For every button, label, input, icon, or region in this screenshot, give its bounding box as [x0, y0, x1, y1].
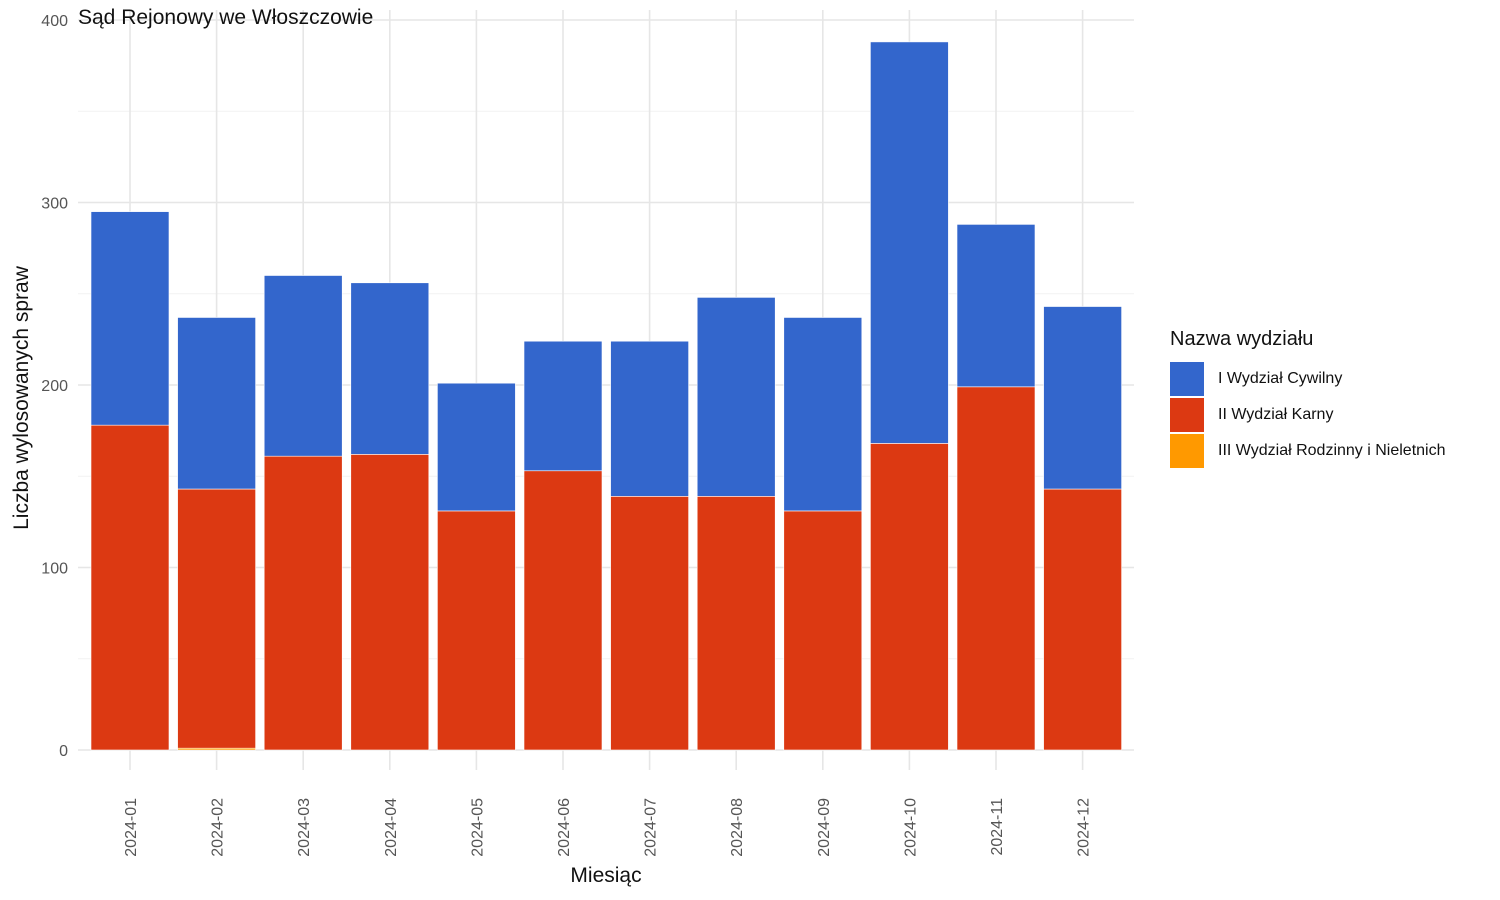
- legend: Nazwa wydziału I Wydział Cywilny II Wydz…: [1170, 328, 1446, 469]
- x-tick-label: 2024-09: [816, 798, 833, 857]
- legend-label: I Wydział Cywilny: [1218, 370, 1343, 387]
- legend-swatch: [1170, 434, 1204, 468]
- y-tick-label: 400: [41, 13, 68, 30]
- legend-swatch: [1170, 398, 1204, 432]
- bar-2024-04-series-1: [350, 454, 430, 751]
- bars: [90, 41, 1122, 751]
- x-axis-label: Miesiąc: [570, 864, 642, 887]
- bar-2024-08-series-0: [696, 297, 776, 497]
- bar-2024-02-series-0: [177, 317, 256, 490]
- x-tick-label: 2024-06: [556, 798, 573, 857]
- bar-2024-01-series-1: [90, 424, 170, 751]
- y-axis-label: Liczba wylosowanych spraw: [10, 266, 33, 530]
- legend-label: II Wydział Karny: [1218, 406, 1334, 423]
- legend-item-rodzinny: III Wydział Rodzinny i Nieletnich: [1170, 433, 1446, 469]
- x-tick-label: 2024-04: [383, 798, 400, 857]
- bar-2024-11-series-0: [956, 224, 1036, 388]
- bar-2024-12-series-0: [1043, 306, 1122, 490]
- bar-2024-08-series-1: [696, 496, 776, 751]
- bar-2024-09-series-0: [783, 317, 863, 512]
- legend-swatch: [1170, 362, 1204, 396]
- bar-2024-05-series-1: [437, 510, 516, 751]
- legend-item-cywilny: I Wydział Cywilny: [1170, 361, 1446, 397]
- x-tick-label: 2024-10: [902, 798, 919, 857]
- bar-2024-10-series-1: [870, 443, 949, 751]
- legend-title: Nazwa wydziału: [1170, 328, 1314, 350]
- x-tick-label: 2024-08: [729, 798, 746, 857]
- x-tick-label: 2024-02: [210, 798, 227, 857]
- x-tick-labels: 2024-01 2024-02 2024-03 2024-04 2024-05 2024-…: [123, 798, 1093, 857]
- y-tick-label: 100: [41, 561, 68, 578]
- bar-2024-12-series-1: [1043, 488, 1122, 751]
- x-tick-label: 2024-11: [989, 798, 1006, 856]
- bar-2024-06-series-0: [523, 340, 603, 472]
- bar-2024-03-series-1: [263, 455, 343, 751]
- x-tick-label: 2024-03: [296, 798, 313, 857]
- bar-2024-11-series-1: [956, 386, 1036, 751]
- x-tick-label: 2024-05: [469, 798, 486, 857]
- x-tick-label: 2024-12: [1076, 798, 1093, 857]
- bar-2024-10-series-0: [870, 41, 949, 444]
- bar-2024-05-series-0: [437, 382, 516, 512]
- y-tick-label: 0: [59, 743, 68, 760]
- bar-2024-01-series-0: [90, 211, 170, 426]
- bar-2024-02-series-1: [177, 488, 256, 749]
- bar-2024-07-series-1: [610, 496, 689, 751]
- y-tick-labels: 0 100 200 300 400: [41, 13, 68, 760]
- y-tick-label: 300: [41, 196, 68, 213]
- legend-item-karny: II Wydział Karny: [1170, 397, 1446, 433]
- x-tick-label: 2024-07: [643, 798, 660, 857]
- bar-2024-03-series-0: [263, 275, 343, 457]
- bar-2024-07-series-0: [610, 340, 689, 497]
- bar-2024-04-series-0: [350, 282, 430, 455]
- chart-title: Sąd Rejonowy we Włoszczowie: [78, 6, 374, 29]
- y-tick-label: 200: [41, 378, 68, 395]
- bar-2024-09-series-1: [783, 510, 863, 751]
- bar-2024-06-series-1: [523, 470, 603, 751]
- x-tick-label: 2024-01: [123, 798, 140, 857]
- legend-label: III Wydział Rodzinny i Nieletnich: [1218, 442, 1446, 459]
